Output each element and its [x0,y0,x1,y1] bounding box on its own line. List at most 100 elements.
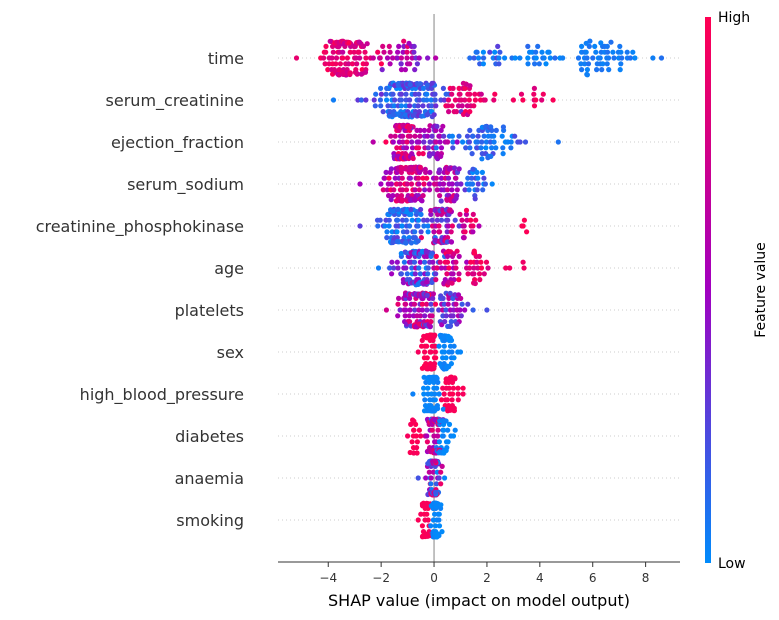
shap-point [409,145,416,151]
shap-point [398,271,404,277]
shap-point [465,271,471,277]
shap-point [390,193,396,199]
shap-point [409,265,415,271]
shap-point [387,49,393,55]
feature-label: platelets [175,301,244,320]
shap-point [444,363,450,369]
shap-point [499,133,505,139]
shap-point [440,385,446,391]
shap-point [416,265,422,271]
shap-point [364,41,370,47]
shap-point [471,250,478,256]
shap-point [438,502,444,508]
shap-point [604,43,610,50]
shap-point [419,523,425,529]
shap-point [508,145,514,151]
shap-point [377,97,383,103]
shap-point [428,301,434,307]
shap-point [532,61,538,67]
shap-point [425,265,431,271]
shap-point [599,67,605,73]
shap-point [424,112,430,118]
shap-point [407,175,413,181]
shap-point [455,385,461,391]
shap-point [478,259,484,265]
shap-point [438,175,445,181]
shap-point [383,91,389,97]
shap-point [329,55,335,61]
shap-point [604,49,611,55]
shap-point [445,333,451,339]
shap-point [441,133,447,139]
shap-point [473,217,479,223]
shap-point [412,271,418,277]
shap-point [420,103,426,109]
shap-point [375,265,382,271]
shap-point [400,139,406,145]
shap-point [411,196,417,202]
shap-point [618,61,624,67]
shap-point [459,301,465,307]
shap-point [363,97,369,103]
shap-point [520,97,526,103]
shap-point [461,235,467,241]
shap-point [472,97,478,103]
shap-point [395,206,401,212]
shap-point [604,61,610,67]
shap-point [478,91,484,97]
shap-point [437,193,443,199]
shap-point [451,355,457,361]
shap-point [459,217,465,223]
shap-point [435,427,441,433]
shap-point [356,49,362,55]
shap-point [492,49,498,55]
shap-point [452,427,458,433]
shap-point [408,240,414,246]
shap-point [449,397,455,403]
shap-point [403,249,409,255]
shap-point [430,291,436,297]
shap-point [384,235,390,241]
shap-point [378,85,384,91]
x-axis-ticks: −4 −2 0 2 4 6 8 [319,562,649,585]
shap-point [416,145,422,151]
shap-point [413,433,419,439]
shap-point [426,153,432,159]
shap-point [429,427,435,433]
shap-point [444,229,450,235]
shap-point [482,181,488,187]
shap-point [483,124,489,130]
shap-point [434,217,440,223]
shap-point [464,217,470,223]
shap-point [443,307,449,313]
shap-point [500,145,506,151]
shap-point [460,385,466,391]
shap-point [428,475,434,481]
shap-point [363,61,369,67]
shap-point [587,38,593,44]
shap-point [389,271,395,277]
shap-point [416,139,422,145]
shap-point [488,153,494,159]
shap-point [397,307,403,313]
shap-point [450,385,456,391]
shap-point [417,127,423,133]
shap-point [467,83,473,89]
shap-point [437,449,443,455]
shap-point [415,223,421,229]
shap-point [403,103,409,109]
shap-point [525,55,531,61]
shap-point [421,181,427,187]
shap-point [445,103,451,109]
shap-point [518,91,525,97]
shap-point [388,133,394,139]
shap-point [531,91,537,97]
shap-point [560,55,566,61]
shap-point [414,450,420,456]
shap-point [416,427,422,433]
x-tick-label: 2 [483,571,491,585]
shap-point [357,55,363,61]
shap-point [462,85,468,91]
shap-point [428,103,435,109]
shap-point [363,55,369,61]
